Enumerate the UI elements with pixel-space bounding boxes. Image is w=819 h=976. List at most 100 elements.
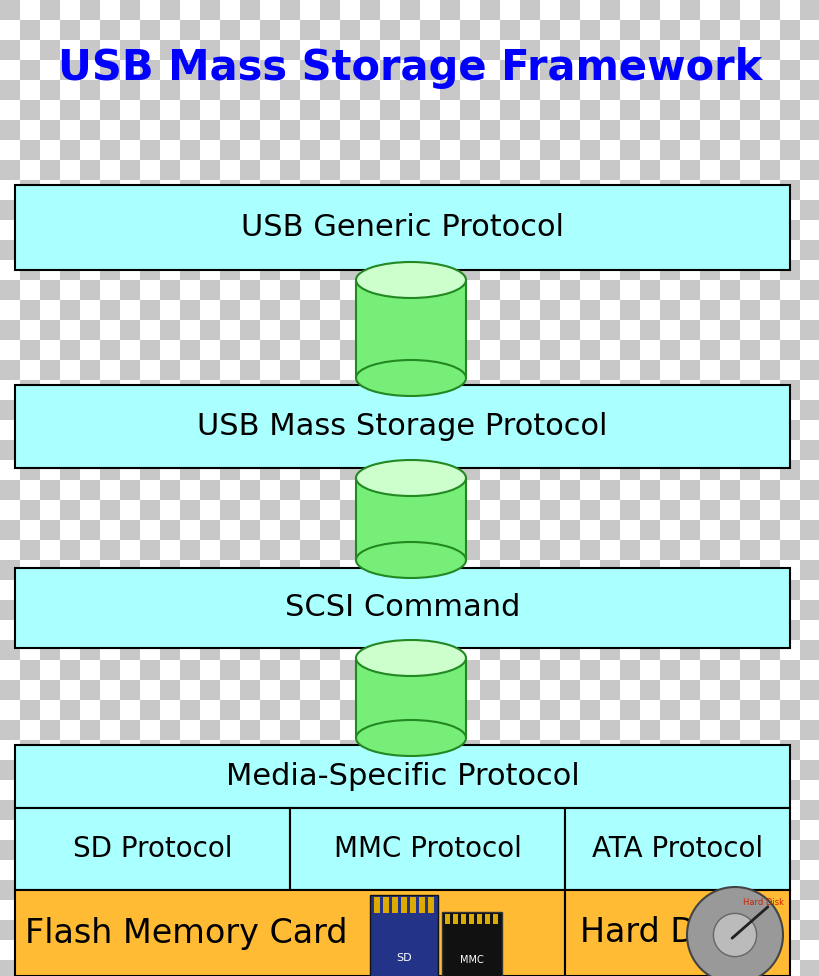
Bar [639,240,659,260]
Bar [460,914,465,924]
Bar [500,240,519,260]
Bar [340,220,360,240]
Bar [260,0,279,20]
Bar [540,240,559,260]
Bar [759,420,779,440]
Bar [373,897,379,913]
Bar [600,680,619,700]
Bar [0,740,20,760]
Bar [500,580,519,600]
Bar [260,460,279,480]
Bar [120,440,140,460]
Bar [619,540,639,560]
Bar [0,920,20,940]
Bar [659,920,679,940]
Bar [619,220,639,240]
Bar [639,860,659,880]
Bar [540,200,559,220]
Bar [279,440,300,460]
Bar [459,160,479,180]
Bar [419,280,440,300]
Bar [639,900,659,920]
Bar [340,320,360,340]
Bar [559,340,579,360]
Bar [260,600,279,620]
Bar [579,140,600,160]
Bar [180,0,200,20]
Bar [440,880,459,900]
Bar [340,140,360,160]
Bar [559,20,579,40]
Bar [319,380,340,400]
Bar [679,260,699,280]
Bar [60,260,80,280]
Bar [240,740,260,760]
Bar [240,60,260,80]
Bar [40,300,60,320]
Bar [419,40,440,60]
Bar [160,800,180,820]
Bar [559,480,579,500]
Bar [240,300,260,320]
Bar [699,180,719,200]
Bar [479,100,500,120]
Bar [80,840,100,860]
Bar [579,280,600,300]
Bar [180,560,200,580]
Bar [540,360,559,380]
Bar [440,840,459,860]
Bar [140,360,160,380]
Bar [360,560,379,580]
Bar [40,280,60,300]
Bar [20,660,40,680]
Bar [419,860,440,880]
Bar [219,740,240,760]
Bar [479,300,500,320]
Bar [479,900,500,920]
Bar [180,460,200,480]
Bar [180,920,200,940]
Bar [160,420,180,440]
Bar [60,120,80,140]
Bar [40,420,60,440]
Bar [600,960,619,976]
Bar [699,600,719,620]
Bar [739,0,759,20]
Bar [40,340,60,360]
Bar [719,860,739,880]
Bar [0,840,20,860]
Bar [219,420,240,440]
Bar [759,480,779,500]
Bar [319,540,340,560]
Bar [579,560,600,580]
Bar [719,920,739,940]
Bar [779,680,799,700]
Bar [140,120,160,140]
Bar [340,20,360,40]
Bar [120,720,140,740]
Bar [240,320,260,340]
Bar [799,220,819,240]
Bar [540,280,559,300]
Bar [419,400,440,420]
Bar [360,200,379,220]
Bar [759,740,779,760]
Bar [540,540,559,560]
Bar [340,580,360,600]
Bar [0,760,20,780]
Bar [100,680,120,700]
Bar [40,500,60,520]
Bar [579,60,600,80]
Bar [180,200,200,220]
Bar [759,200,779,220]
Bar [519,760,540,780]
Bar [20,720,40,740]
Bar [779,840,799,860]
Bar [559,620,579,640]
Bar [100,440,120,460]
Bar [699,100,719,120]
Bar [219,140,240,160]
Bar [279,680,300,700]
Bar [120,180,140,200]
Bar [80,660,100,680]
